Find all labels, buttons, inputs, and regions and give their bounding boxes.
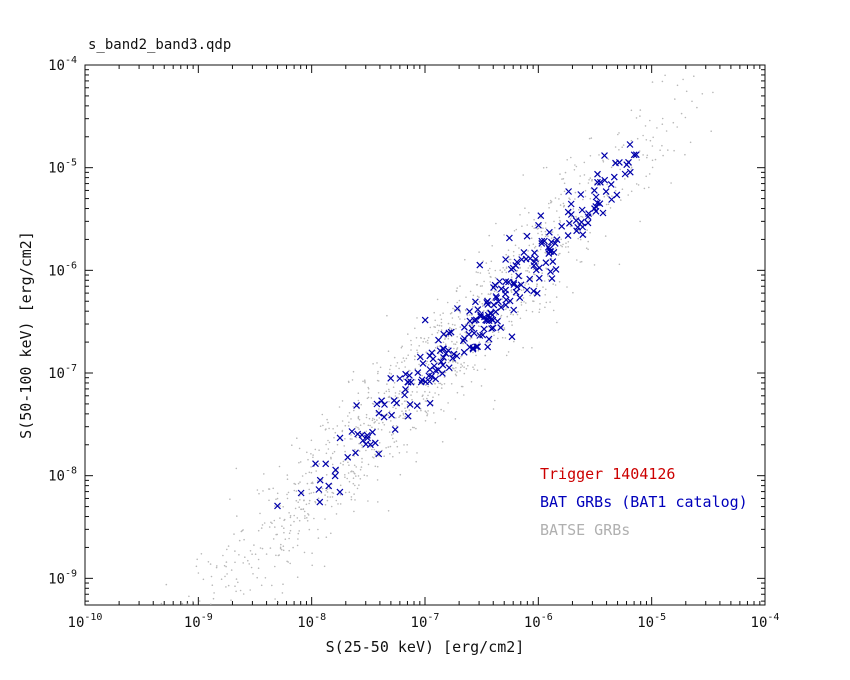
- legend-trigger-label: Trigger 1404126: [540, 465, 675, 483]
- svg-text:10-6: 10-6: [524, 612, 553, 631]
- batse-points: [160, 74, 714, 605]
- svg-text:10-4: 10-4: [751, 612, 780, 631]
- plot-title: s_band2_band3.qdp: [88, 37, 231, 53]
- svg-text:10-8: 10-8: [48, 466, 77, 485]
- svg-text:10-9: 10-9: [48, 568, 77, 587]
- data-points: [160, 74, 714, 605]
- svg-text:10-8: 10-8: [297, 612, 326, 631]
- svg-text:10-5: 10-5: [48, 158, 77, 177]
- legend-batse-grbs-label: BATSE GRBs: [540, 521, 630, 539]
- bat-points: [274, 141, 640, 510]
- plot-axes: 10-10 10-9 10-8 10-7 10-6 10-5 10-4 10-9 10-8 10-…: [48, 55, 779, 631]
- plot-text-layer: s_band2_band3.qdp S(25-50 keV) [erg/cm2]…: [17, 37, 748, 656]
- x-axis-label: S(25-50 keV) [erg/cm2]: [326, 638, 525, 656]
- svg-text:10-6: 10-6: [48, 260, 77, 279]
- svg-text:10-9: 10-9: [184, 612, 213, 631]
- svg-text:10-5: 10-5: [637, 612, 666, 631]
- svg-text:10-4: 10-4: [48, 55, 77, 74]
- legend-bat-grbs-label: BAT GRBs (BAT1 catalog): [540, 493, 748, 511]
- svg-text:10-7: 10-7: [48, 363, 77, 382]
- y-axis-label: S(50-100 keV) [erg/cm2]: [17, 231, 35, 439]
- svg-text:10-7: 10-7: [411, 612, 440, 631]
- svg-text:10-10: 10-10: [68, 612, 103, 631]
